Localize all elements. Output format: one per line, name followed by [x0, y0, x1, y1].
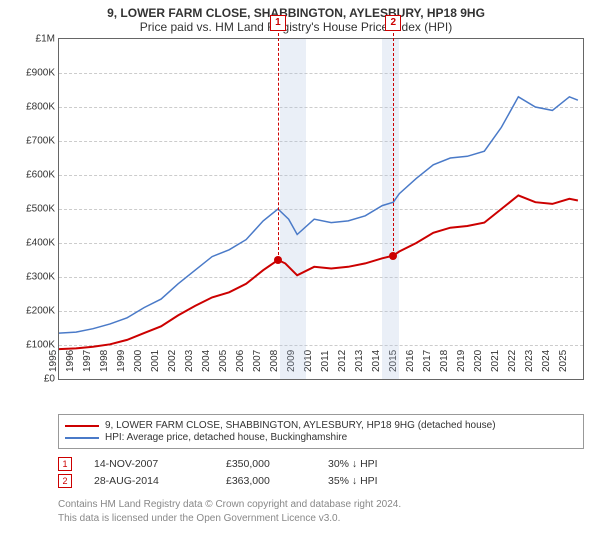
sale-diff: 35% ↓ HPI	[328, 475, 418, 487]
y-axis-label: £1M	[11, 34, 55, 45]
legend-swatch	[65, 425, 99, 427]
y-axis-label: £400K	[11, 238, 55, 249]
chart: £0£100K£200K£300K£400K£500K£600K£700K£80…	[58, 38, 584, 408]
legend: 9, LOWER FARM CLOSE, SHABBINGTON, AYLESB…	[58, 414, 584, 449]
sale-row-marker: 2	[58, 474, 72, 488]
chart-subtitle: Price paid vs. HM Land Registry's House …	[8, 20, 584, 34]
sale-price: £350,000	[226, 458, 306, 470]
legend-swatch	[65, 437, 99, 439]
y-axis-label: £700K	[11, 136, 55, 147]
sale-date: 14-NOV-2007	[94, 458, 204, 470]
sale-marker-dot	[389, 252, 397, 260]
sale-marker-line	[393, 33, 394, 256]
sale-marker-dot	[274, 256, 282, 264]
y-axis-label: £200K	[11, 306, 55, 317]
sale-row: 2 28-AUG-2014 £363,000 35% ↓ HPI	[58, 474, 584, 488]
legend-label: HPI: Average price, detached house, Buck…	[105, 432, 347, 443]
sale-diff: 30% ↓ HPI	[328, 458, 418, 470]
footer-line: Contains HM Land Registry data © Crown c…	[58, 498, 584, 512]
sale-row-marker: 1	[58, 457, 72, 471]
chart-lines	[59, 39, 583, 379]
sale-marker-box: 1	[270, 15, 286, 31]
x-axis-label: 1995	[48, 350, 59, 372]
y-axis-label: £800K	[11, 102, 55, 113]
sale-marker-line	[278, 33, 279, 260]
y-axis-label: £900K	[11, 68, 55, 79]
footer-attribution: Contains HM Land Registry data © Crown c…	[58, 498, 584, 525]
y-axis-label: £0	[11, 374, 55, 385]
sale-row: 1 14-NOV-2007 £350,000 30% ↓ HPI	[58, 457, 584, 471]
legend-item: HPI: Average price, detached house, Buck…	[65, 432, 577, 443]
chart-title: 9, LOWER FARM CLOSE, SHABBINGTON, AYLESB…	[8, 6, 584, 20]
y-axis-label: £600K	[11, 170, 55, 181]
legend-item: 9, LOWER FARM CLOSE, SHABBINGTON, AYLESB…	[65, 420, 577, 431]
y-axis-label: £500K	[11, 204, 55, 215]
series-address	[59, 195, 578, 349]
y-axis-label: £300K	[11, 272, 55, 283]
series-hpi	[59, 97, 578, 333]
sale-date: 28-AUG-2014	[94, 475, 204, 487]
footer-line: This data is licensed under the Open Gov…	[58, 512, 584, 526]
sale-price: £363,000	[226, 475, 306, 487]
sales-table: 1 14-NOV-2007 £350,000 30% ↓ HPI 2 28-AUG-201…	[58, 457, 584, 488]
sale-marker-box: 2	[385, 15, 401, 31]
legend-label: 9, LOWER FARM CLOSE, SHABBINGTON, AYLESB…	[105, 420, 496, 431]
